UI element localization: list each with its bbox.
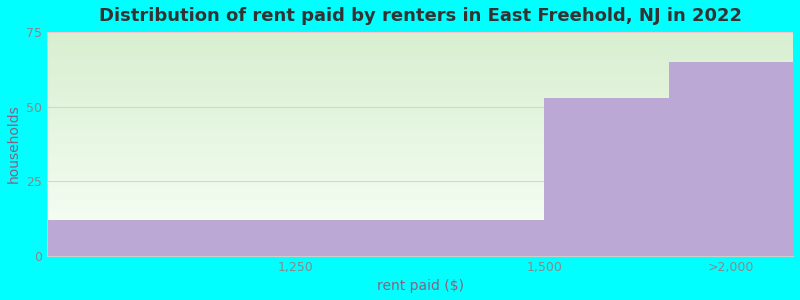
Bar (545, 98, 669, 256)
Title: Distribution of rent paid by renters in East Freehold, NJ in 2022: Distribution of rent paid by renters in … (98, 7, 742, 25)
Y-axis label: households: households (7, 104, 21, 183)
Bar (669, 62, 793, 256)
X-axis label: rent paid ($): rent paid ($) (377, 279, 464, 293)
Bar (47, 220, 545, 256)
